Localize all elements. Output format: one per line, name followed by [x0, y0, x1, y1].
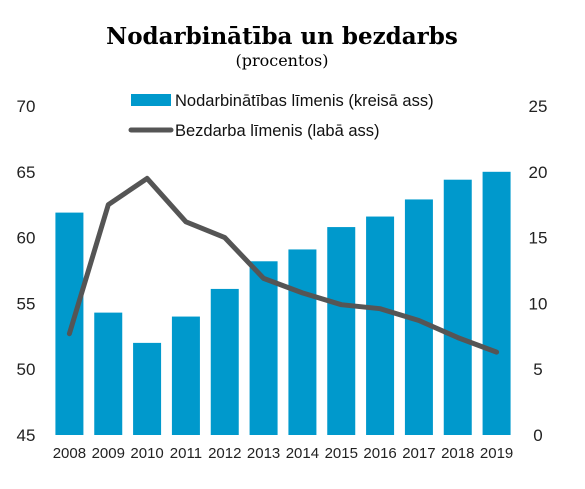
chart-title: Nodarbinātība un bezdarbs [106, 23, 458, 50]
y-right-tick-label: 20 [529, 163, 548, 182]
y-right-tick-label: 25 [529, 97, 548, 116]
bar [288, 249, 317, 435]
x-tick-label: 2012 [208, 445, 241, 462]
line-point [68, 333, 70, 335]
line-point [379, 308, 381, 310]
y-left-tick-label: 55 [17, 294, 36, 313]
y-left-tick-label: 60 [17, 229, 36, 248]
legend: Nodarbinātības līmenis (kreisā ass) Bezd… [128, 92, 434, 140]
y-right-tick-label: 5 [533, 360, 542, 379]
x-tick-label: 2010 [130, 445, 163, 462]
y-right-tick-label: 10 [529, 294, 548, 313]
x-tick-label: 2014 [286, 445, 319, 462]
x-tick-label: 2015 [325, 445, 358, 462]
bar [171, 316, 200, 435]
line-path [66, 175, 500, 355]
bar [443, 179, 472, 435]
y-left-tick-label: 50 [17, 360, 36, 379]
legend-label-employment: Nodarbinātības līmenis (kreisā ass) [175, 92, 434, 110]
y-left-tick-label: 65 [17, 163, 36, 182]
y-right-tick-label: 15 [529, 229, 548, 248]
bar [210, 288, 239, 435]
bar [55, 212, 84, 435]
y-axis-left: 45 50 55 60 65 70 [17, 97, 36, 445]
line-point [301, 292, 303, 294]
line-point [457, 337, 459, 339]
chart-subtitle: (procentos) [235, 51, 328, 70]
bar [133, 342, 162, 435]
line-series [66, 175, 500, 355]
x-axis: 2008 2009 2010 2011 2012 2013 2014 2015 2016 2017… [53, 445, 514, 462]
bar [327, 227, 356, 435]
line-point [146, 177, 148, 179]
x-tick-label: 2009 [92, 445, 125, 462]
legend-label-unemployment: Bezdarba līmenis (labā ass) [175, 122, 380, 140]
bar [249, 261, 278, 435]
line-point [185, 221, 187, 223]
bar-series [55, 171, 511, 436]
line-point [224, 237, 226, 239]
line-point [340, 304, 342, 306]
y-right-tick-label: 0 [533, 426, 542, 445]
x-tick-label: 2008 [53, 445, 86, 462]
x-tick-label: 2016 [363, 445, 396, 462]
y-left-tick-label: 45 [17, 426, 36, 445]
x-tick-label: 2017 [402, 445, 435, 462]
bar [482, 171, 511, 436]
y-left-tick-label: 70 [17, 97, 36, 116]
line-point [263, 277, 265, 279]
x-tick-label: 2019 [480, 445, 513, 462]
x-tick-label: 2011 [170, 445, 202, 462]
line-point [496, 351, 498, 353]
y-axis-right: 0 5 10 15 20 25 [529, 97, 548, 445]
bar [366, 216, 395, 435]
line-point [418, 320, 420, 322]
legend-swatch-bar [131, 94, 171, 106]
line-point [107, 204, 109, 206]
bar [94, 312, 123, 435]
x-tick-label: 2013 [247, 445, 280, 462]
x-tick-label: 2018 [441, 445, 474, 462]
